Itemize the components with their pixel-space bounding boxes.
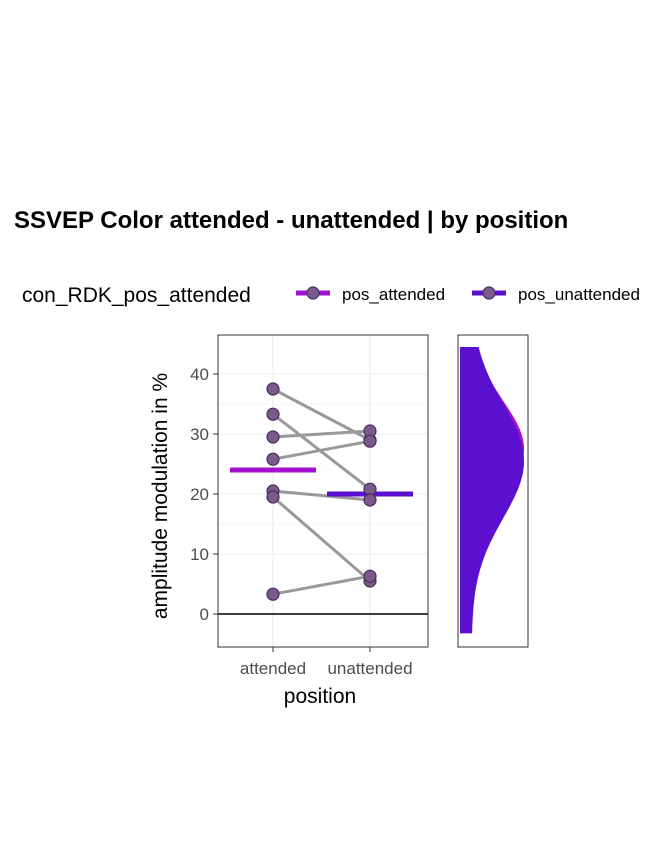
y-tick-label: 10 (190, 545, 209, 564)
legend-item-pos_unattended: pos_unattended (472, 285, 640, 304)
y-tick-label: 20 (190, 485, 209, 504)
data-point-attended (266, 452, 280, 466)
data-point-unattended (363, 434, 377, 448)
subject-line (272, 574, 371, 596)
legend-label: pos_unattended (518, 285, 640, 304)
density-pos_unattended (460, 347, 524, 634)
y-tick-label: 0 (200, 605, 209, 624)
legend: con_RDK_pos_attended pos_attended pos_una… (22, 284, 640, 307)
y-axis-label: amplitude modulation in % (149, 373, 172, 619)
data-point-unattended (363, 493, 377, 507)
main-panel-border (217, 334, 429, 648)
data-point-attended (266, 587, 280, 601)
density-panel (457, 334, 529, 648)
data-point-unattended (363, 569, 377, 583)
main-panel-background (218, 335, 428, 647)
subject-line (272, 489, 371, 502)
main-panel: 0 10 20 30 40 attended unattended (190, 334, 429, 678)
y-tick-label: 30 (190, 425, 209, 444)
data-point-attended (266, 382, 280, 396)
legend-item-pos_attended: pos_attended (296, 285, 445, 304)
subject-line (272, 429, 371, 439)
subject-line (272, 439, 371, 461)
data-point-attended (266, 430, 280, 444)
y-tick-label: 40 (190, 365, 209, 384)
legend-key-point (482, 286, 496, 300)
legend-title: con_RDK_pos_attended (22, 284, 251, 307)
x-tick-label-attended: attended (240, 659, 306, 678)
data-point-attended (266, 407, 280, 421)
subject-line (272, 495, 371, 583)
legend-key-point (306, 286, 320, 300)
density-panel-border (457, 334, 529, 648)
chart-title: SSVEP Color attended - unattended | by p… (14, 207, 568, 234)
legend-label: pos_attended (342, 285, 445, 304)
data-point-attended (266, 490, 280, 504)
x-tick-label-unattended: unattended (327, 659, 412, 678)
x-axis-label: position (284, 685, 356, 708)
